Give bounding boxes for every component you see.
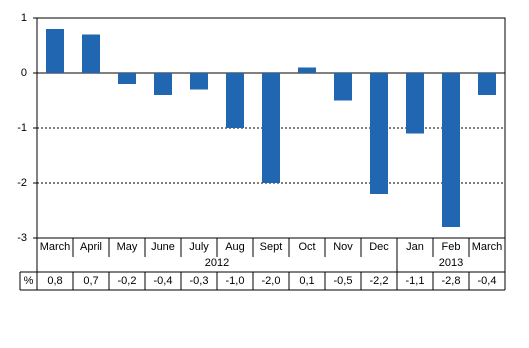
x-tick-label: June [151, 241, 175, 253]
y-tick-label: -1 [17, 122, 27, 134]
x-tick-label: Dec [369, 241, 389, 253]
bar [298, 67, 316, 73]
bar [82, 34, 100, 73]
year-label: 2013 [439, 257, 463, 269]
x-tick-label: Aug [225, 241, 245, 253]
x-tick-label: May [117, 241, 138, 253]
table-value: -0,2 [118, 275, 137, 287]
x-tick-label: Sept [260, 241, 283, 253]
year-label: 2012 [205, 257, 229, 269]
y-tick-label: -2 [17, 177, 27, 189]
table-value: -2,0 [262, 275, 281, 287]
bar [478, 73, 496, 95]
table-value: -1,0 [226, 275, 245, 287]
bar [154, 73, 172, 95]
x-tick-label: March [472, 241, 503, 253]
y-tick-label: -3 [17, 232, 27, 244]
y-tick-label: 0 [21, 67, 27, 79]
x-tick-label: March [40, 241, 71, 253]
x-tick-label: Feb [442, 241, 461, 253]
x-tick-label: Oct [298, 241, 315, 253]
bar [118, 73, 136, 84]
table-value: -0,3 [190, 275, 209, 287]
table-value: 0,8 [47, 275, 62, 287]
bar [442, 73, 460, 227]
table-value: -2,8 [442, 275, 461, 287]
y-tick-label: 1 [21, 12, 27, 24]
bar [334, 73, 352, 101]
bar [370, 73, 388, 194]
x-tick-label: April [80, 241, 102, 253]
table-value: -0,4 [478, 275, 497, 287]
bar [406, 73, 424, 134]
bar [226, 73, 244, 128]
table-value: -0,5 [334, 275, 353, 287]
x-tick-label: July [189, 241, 209, 253]
x-tick-label: Jan [406, 241, 424, 253]
bar [190, 73, 208, 90]
table-value: -2,2 [370, 275, 389, 287]
table-unit: % [24, 275, 34, 287]
bar [46, 29, 64, 73]
table-value: 0,1 [299, 275, 314, 287]
table-value: -0,4 [154, 275, 173, 287]
bar [262, 73, 280, 183]
x-tick-label: Nov [333, 241, 353, 253]
table-value: 0,7 [83, 275, 98, 287]
table-value: -1,1 [406, 275, 425, 287]
plot-frame [36, 17, 506, 239]
